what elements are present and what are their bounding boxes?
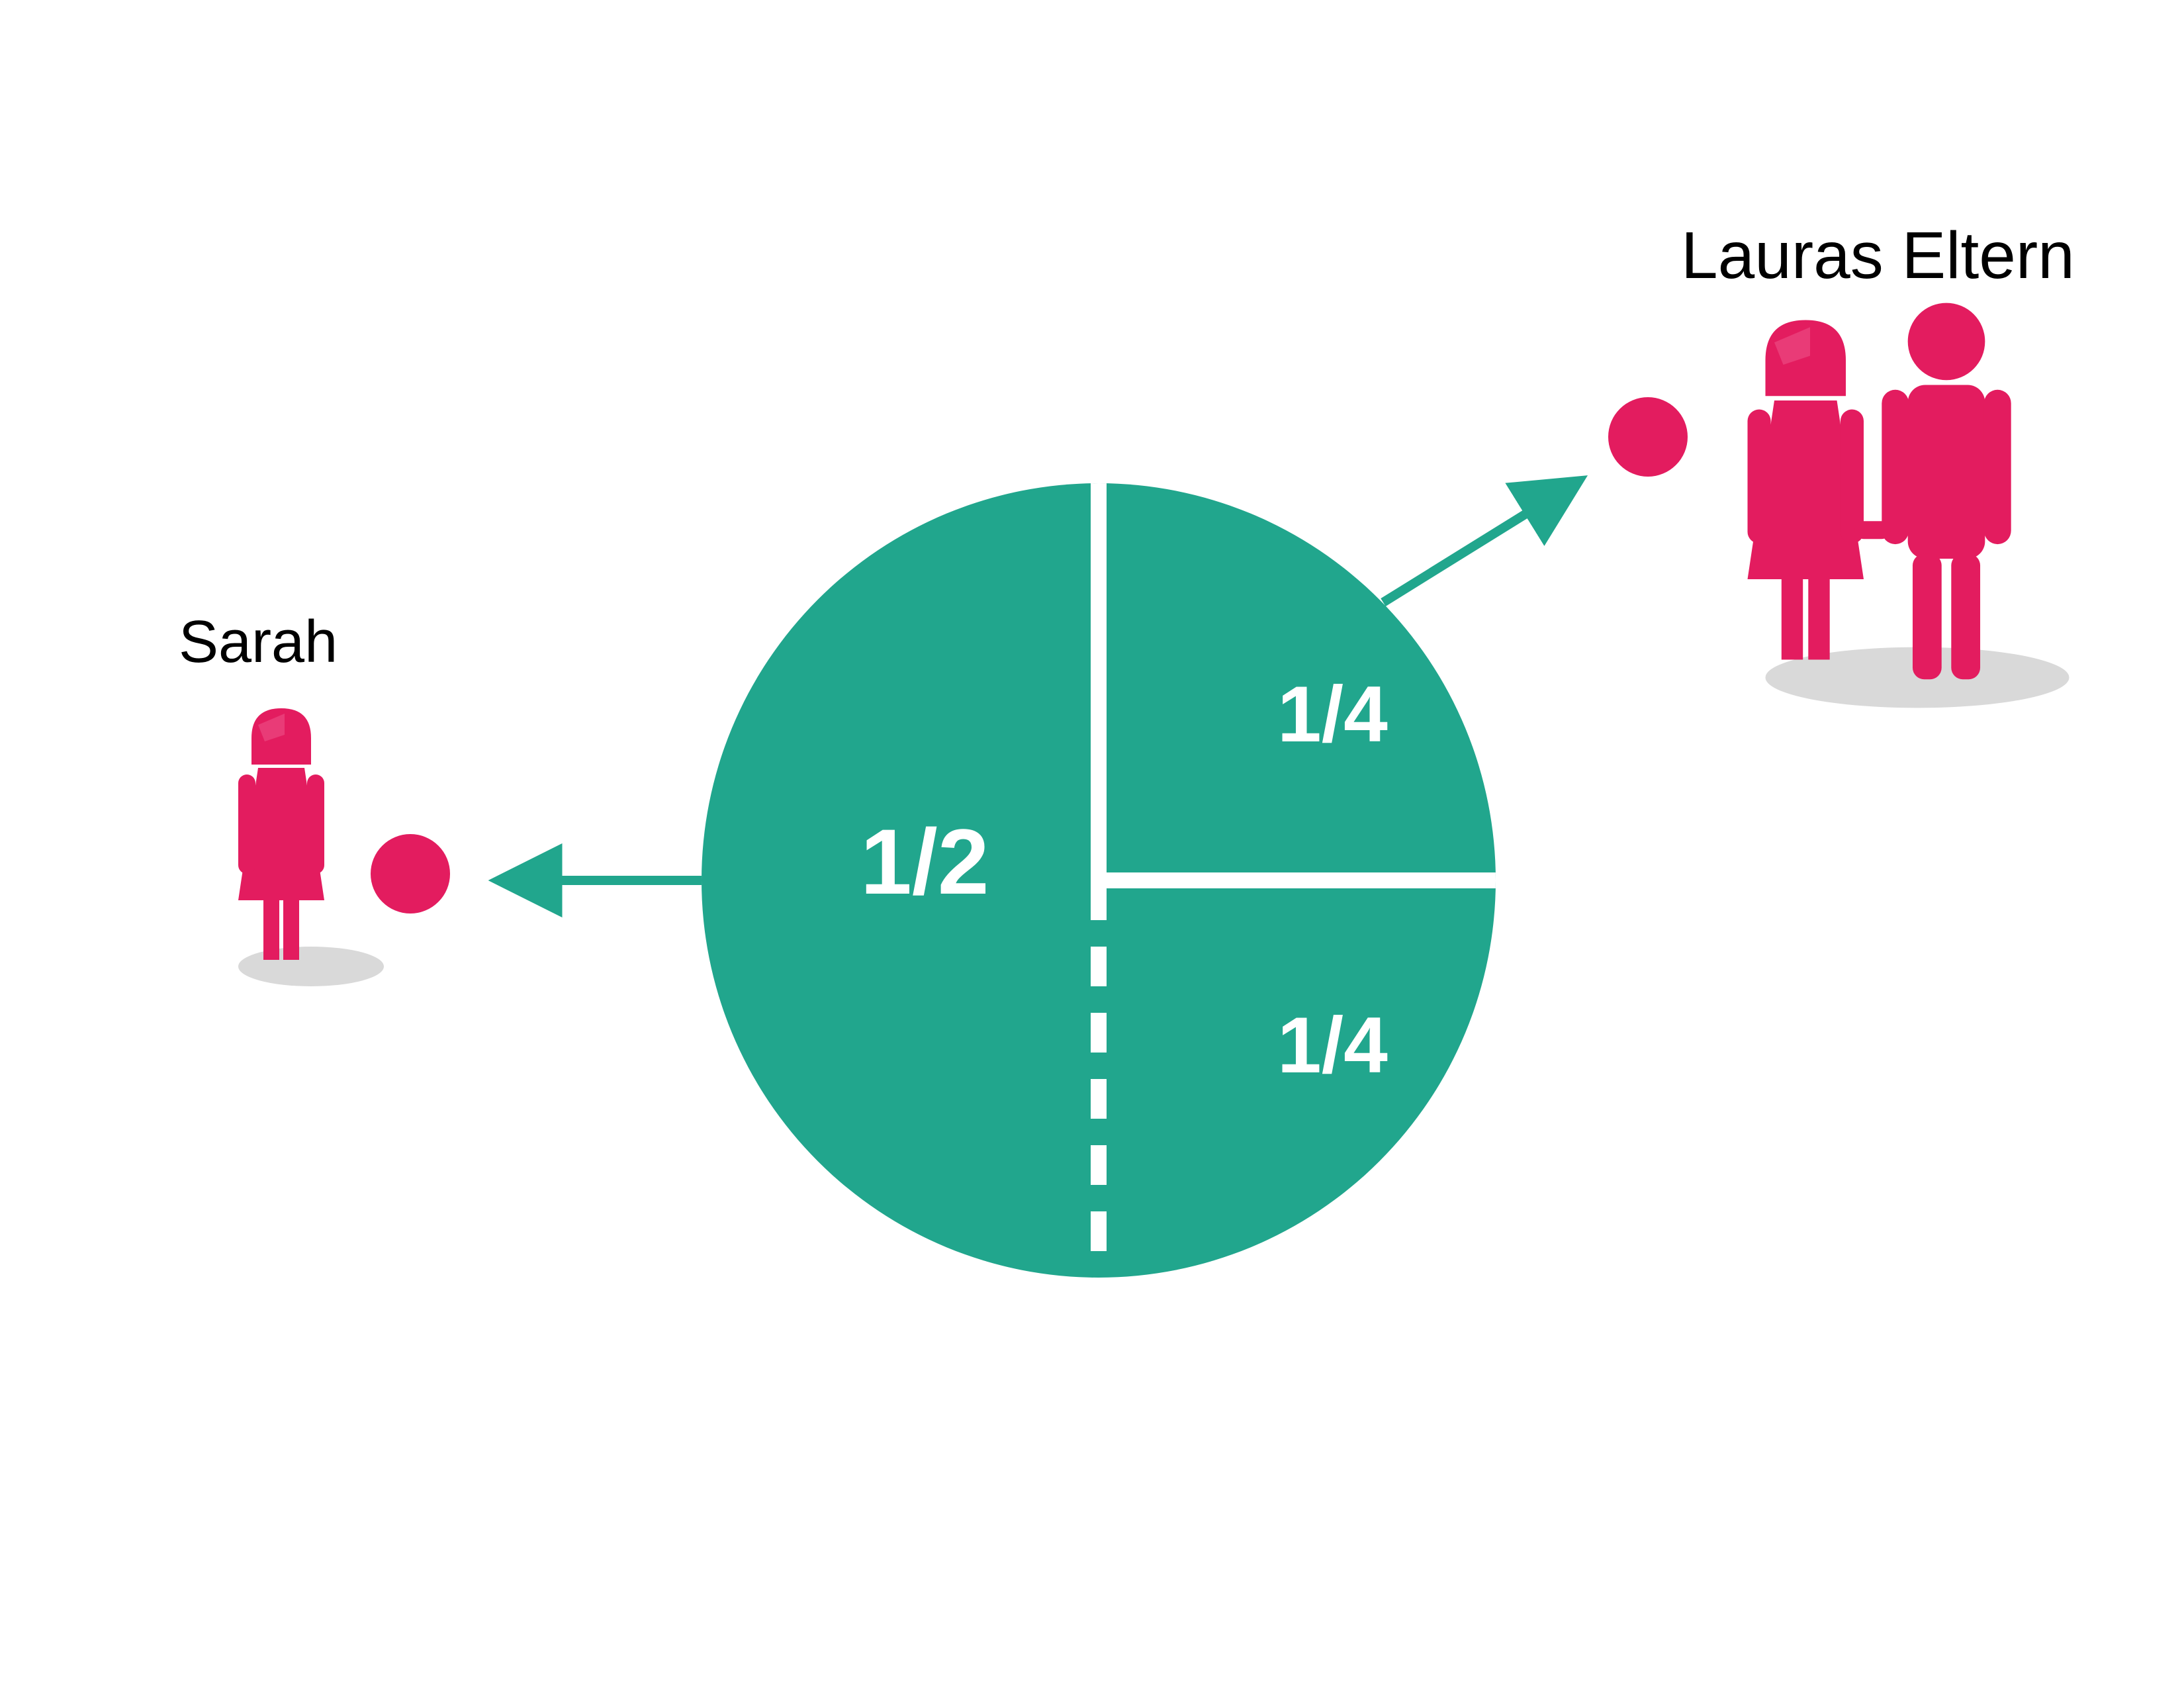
people-parents-icon <box>1748 303 2070 708</box>
slice-label-q_bot: 1/4 <box>1277 1001 1388 1090</box>
person-sarah-icon <box>238 708 384 986</box>
shadow-icon <box>238 947 384 986</box>
label-sarah: Sarah <box>179 609 338 675</box>
label-parents: Lauras Eltern <box>1681 218 2075 293</box>
accent-dot-right <box>1608 397 1688 477</box>
arrow-right <box>1383 483 1575 602</box>
accent-dot-left <box>371 834 450 914</box>
slice-label-half: 1/2 <box>860 810 989 914</box>
slice-label-q_top: 1/4 <box>1277 670 1388 759</box>
